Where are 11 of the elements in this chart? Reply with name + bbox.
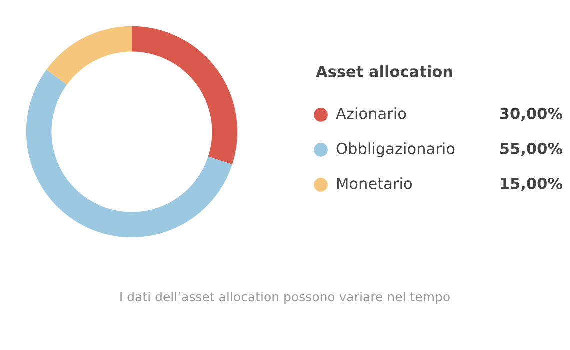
legend-label: Monetario xyxy=(338,178,412,190)
donut-slice xyxy=(46,26,132,85)
donut-slice xyxy=(26,70,232,238)
legend-label: Azionario xyxy=(336,108,406,120)
donut-slice xyxy=(132,26,238,165)
legend-title: Asset allocation xyxy=(316,66,452,78)
data-label: 55,00% xyxy=(500,142,563,156)
data-label: 15,00% xyxy=(501,178,563,192)
text: I dati dell’asset allocation possono variare nel tempo xyxy=(120,292,450,304)
data-label: 30,00% xyxy=(500,108,563,122)
legend-label: Obbligazionario xyxy=(336,142,455,158)
